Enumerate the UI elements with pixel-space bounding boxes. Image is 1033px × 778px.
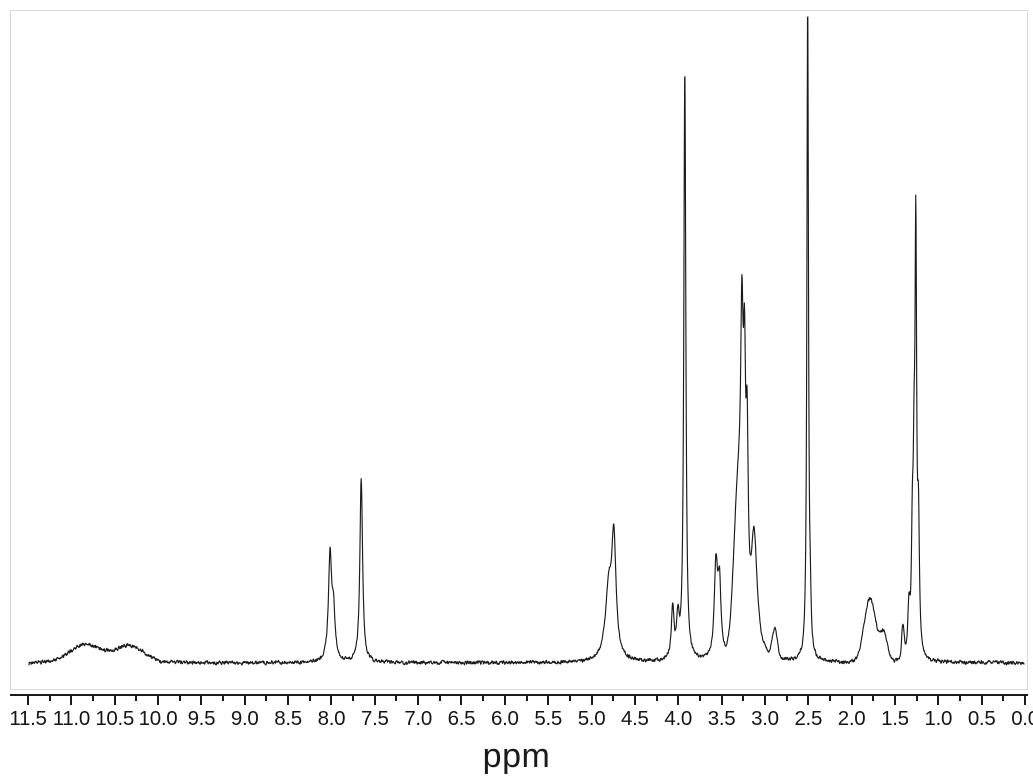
ppm-axis bbox=[10, 694, 1028, 706]
axis-tick-1.00 bbox=[937, 696, 940, 705]
axis-tick-label-7.0: 7.0 bbox=[404, 707, 432, 730]
axis-tick-6.75 bbox=[438, 696, 441, 701]
axis-tick-0.25 bbox=[1002, 696, 1005, 701]
axis-tick-9.50 bbox=[200, 696, 203, 705]
axis-tick-label-4.0: 4.0 bbox=[664, 707, 693, 730]
axis-tick-label-6.0: 6.0 bbox=[491, 707, 519, 730]
axis-tick-11.00 bbox=[70, 696, 73, 705]
axis-tick-label-5.0: 5.0 bbox=[577, 707, 606, 730]
axis-tick-label-9.0: 9.0 bbox=[230, 707, 259, 730]
axis-tick-6.50 bbox=[460, 696, 463, 705]
axis-tick-label-10.0: 10.0 bbox=[138, 707, 178, 730]
axis-tick-7.00 bbox=[417, 696, 420, 705]
axis-tick-4.50 bbox=[633, 696, 636, 705]
axis-tick-3.00 bbox=[763, 696, 766, 705]
axis-tick-11.50 bbox=[27, 696, 29, 705]
axis-tick-6.00 bbox=[503, 696, 506, 705]
axis-tick-5.00 bbox=[590, 696, 593, 705]
axis-tick-label-10.5: 10.5 bbox=[95, 707, 135, 730]
axis-tick-3.50 bbox=[720, 696, 723, 705]
axis-tick-label-0.0: 0.0 bbox=[1011, 707, 1033, 730]
axis-tick-0.75 bbox=[958, 696, 961, 701]
axis-tick-5.50 bbox=[547, 696, 550, 705]
axis-tick-2.75 bbox=[785, 696, 788, 701]
spectrum-plot-area bbox=[10, 10, 1028, 690]
axis-tick-label-2.5: 2.5 bbox=[794, 707, 823, 730]
axis-tick-label-2.0: 2.0 bbox=[837, 707, 866, 730]
axis-tick-label-7.5: 7.5 bbox=[360, 707, 389, 730]
axis-tick-3.75 bbox=[698, 696, 701, 701]
spectrum-line bbox=[28, 16, 1025, 666]
axis-tick-8.00 bbox=[330, 696, 333, 705]
axis-tick-7.25 bbox=[395, 696, 398, 701]
axis-tick-10.50 bbox=[113, 696, 116, 705]
axis-tick-label-1.0: 1.0 bbox=[924, 707, 953, 730]
axis-tick-6.25 bbox=[482, 696, 485, 701]
axis-tick-7.75 bbox=[352, 696, 355, 701]
axis-tick-2.25 bbox=[828, 696, 831, 701]
axis-tick-4.00 bbox=[677, 696, 680, 705]
axis-tick-labels: 11.5 11.0 10.5 10.0 9.5 9.0 8.5 8.0 7.5 7.0 6.5 6.0… bbox=[0, 707, 1033, 737]
axis-tick-0.50 bbox=[980, 696, 983, 705]
axis-line bbox=[10, 694, 1028, 696]
axis-tick-10.75 bbox=[92, 696, 95, 701]
axis-tick-4.25 bbox=[655, 696, 658, 701]
axis-tick-7.50 bbox=[373, 696, 376, 705]
axis-tick-8.75 bbox=[265, 696, 268, 701]
axis-tick-5.25 bbox=[568, 696, 571, 701]
axis-tick-label-0.5: 0.5 bbox=[967, 707, 996, 730]
axis-tick-label-11.0: 11.0 bbox=[52, 707, 90, 730]
axis-tick-8.25 bbox=[308, 696, 311, 701]
axis-tick-0.00 bbox=[1024, 696, 1026, 705]
axis-tick-9.00 bbox=[243, 696, 246, 705]
axis-tick-label-4.5: 4.5 bbox=[621, 707, 649, 730]
axis-tick-10.00 bbox=[157, 696, 160, 705]
axis-tick-2.50 bbox=[807, 696, 810, 705]
axis-tick-3.25 bbox=[742, 696, 745, 701]
axis-tick-9.25 bbox=[222, 696, 225, 701]
axis-tick-label-1.5: 1.5 bbox=[881, 707, 909, 730]
axis-title-ppm: ppm bbox=[482, 737, 551, 775]
axis-tick-4.75 bbox=[612, 696, 615, 701]
axis-tick-8.50 bbox=[287, 696, 290, 705]
axis-tick-label-8.5: 8.5 bbox=[274, 707, 302, 730]
axis-tick-1.50 bbox=[893, 696, 896, 705]
axis-tick-label-3.0: 3.0 bbox=[751, 707, 779, 730]
axis-tick-label-11.5: 11.5 bbox=[9, 707, 47, 730]
axis-tick-5.75 bbox=[525, 696, 528, 701]
axis-tick-label-6.5: 6.5 bbox=[447, 707, 476, 730]
axis-tick-1.75 bbox=[872, 696, 875, 701]
axis-tick-label-3.5: 3.5 bbox=[707, 707, 736, 730]
axis-tick-2.00 bbox=[850, 696, 853, 705]
axis-tick-11.25 bbox=[48, 696, 51, 701]
axis-tick-label-8.0: 8.0 bbox=[317, 707, 346, 730]
axis-tick-1.25 bbox=[915, 696, 918, 701]
axis-tick-9.75 bbox=[178, 696, 181, 701]
axis-tick-label-5.5: 5.5 bbox=[534, 707, 562, 730]
axis-tick-label-9.5: 9.5 bbox=[187, 707, 216, 730]
spectrum-trace bbox=[28, 16, 1025, 666]
axis-tick-10.25 bbox=[135, 696, 138, 701]
